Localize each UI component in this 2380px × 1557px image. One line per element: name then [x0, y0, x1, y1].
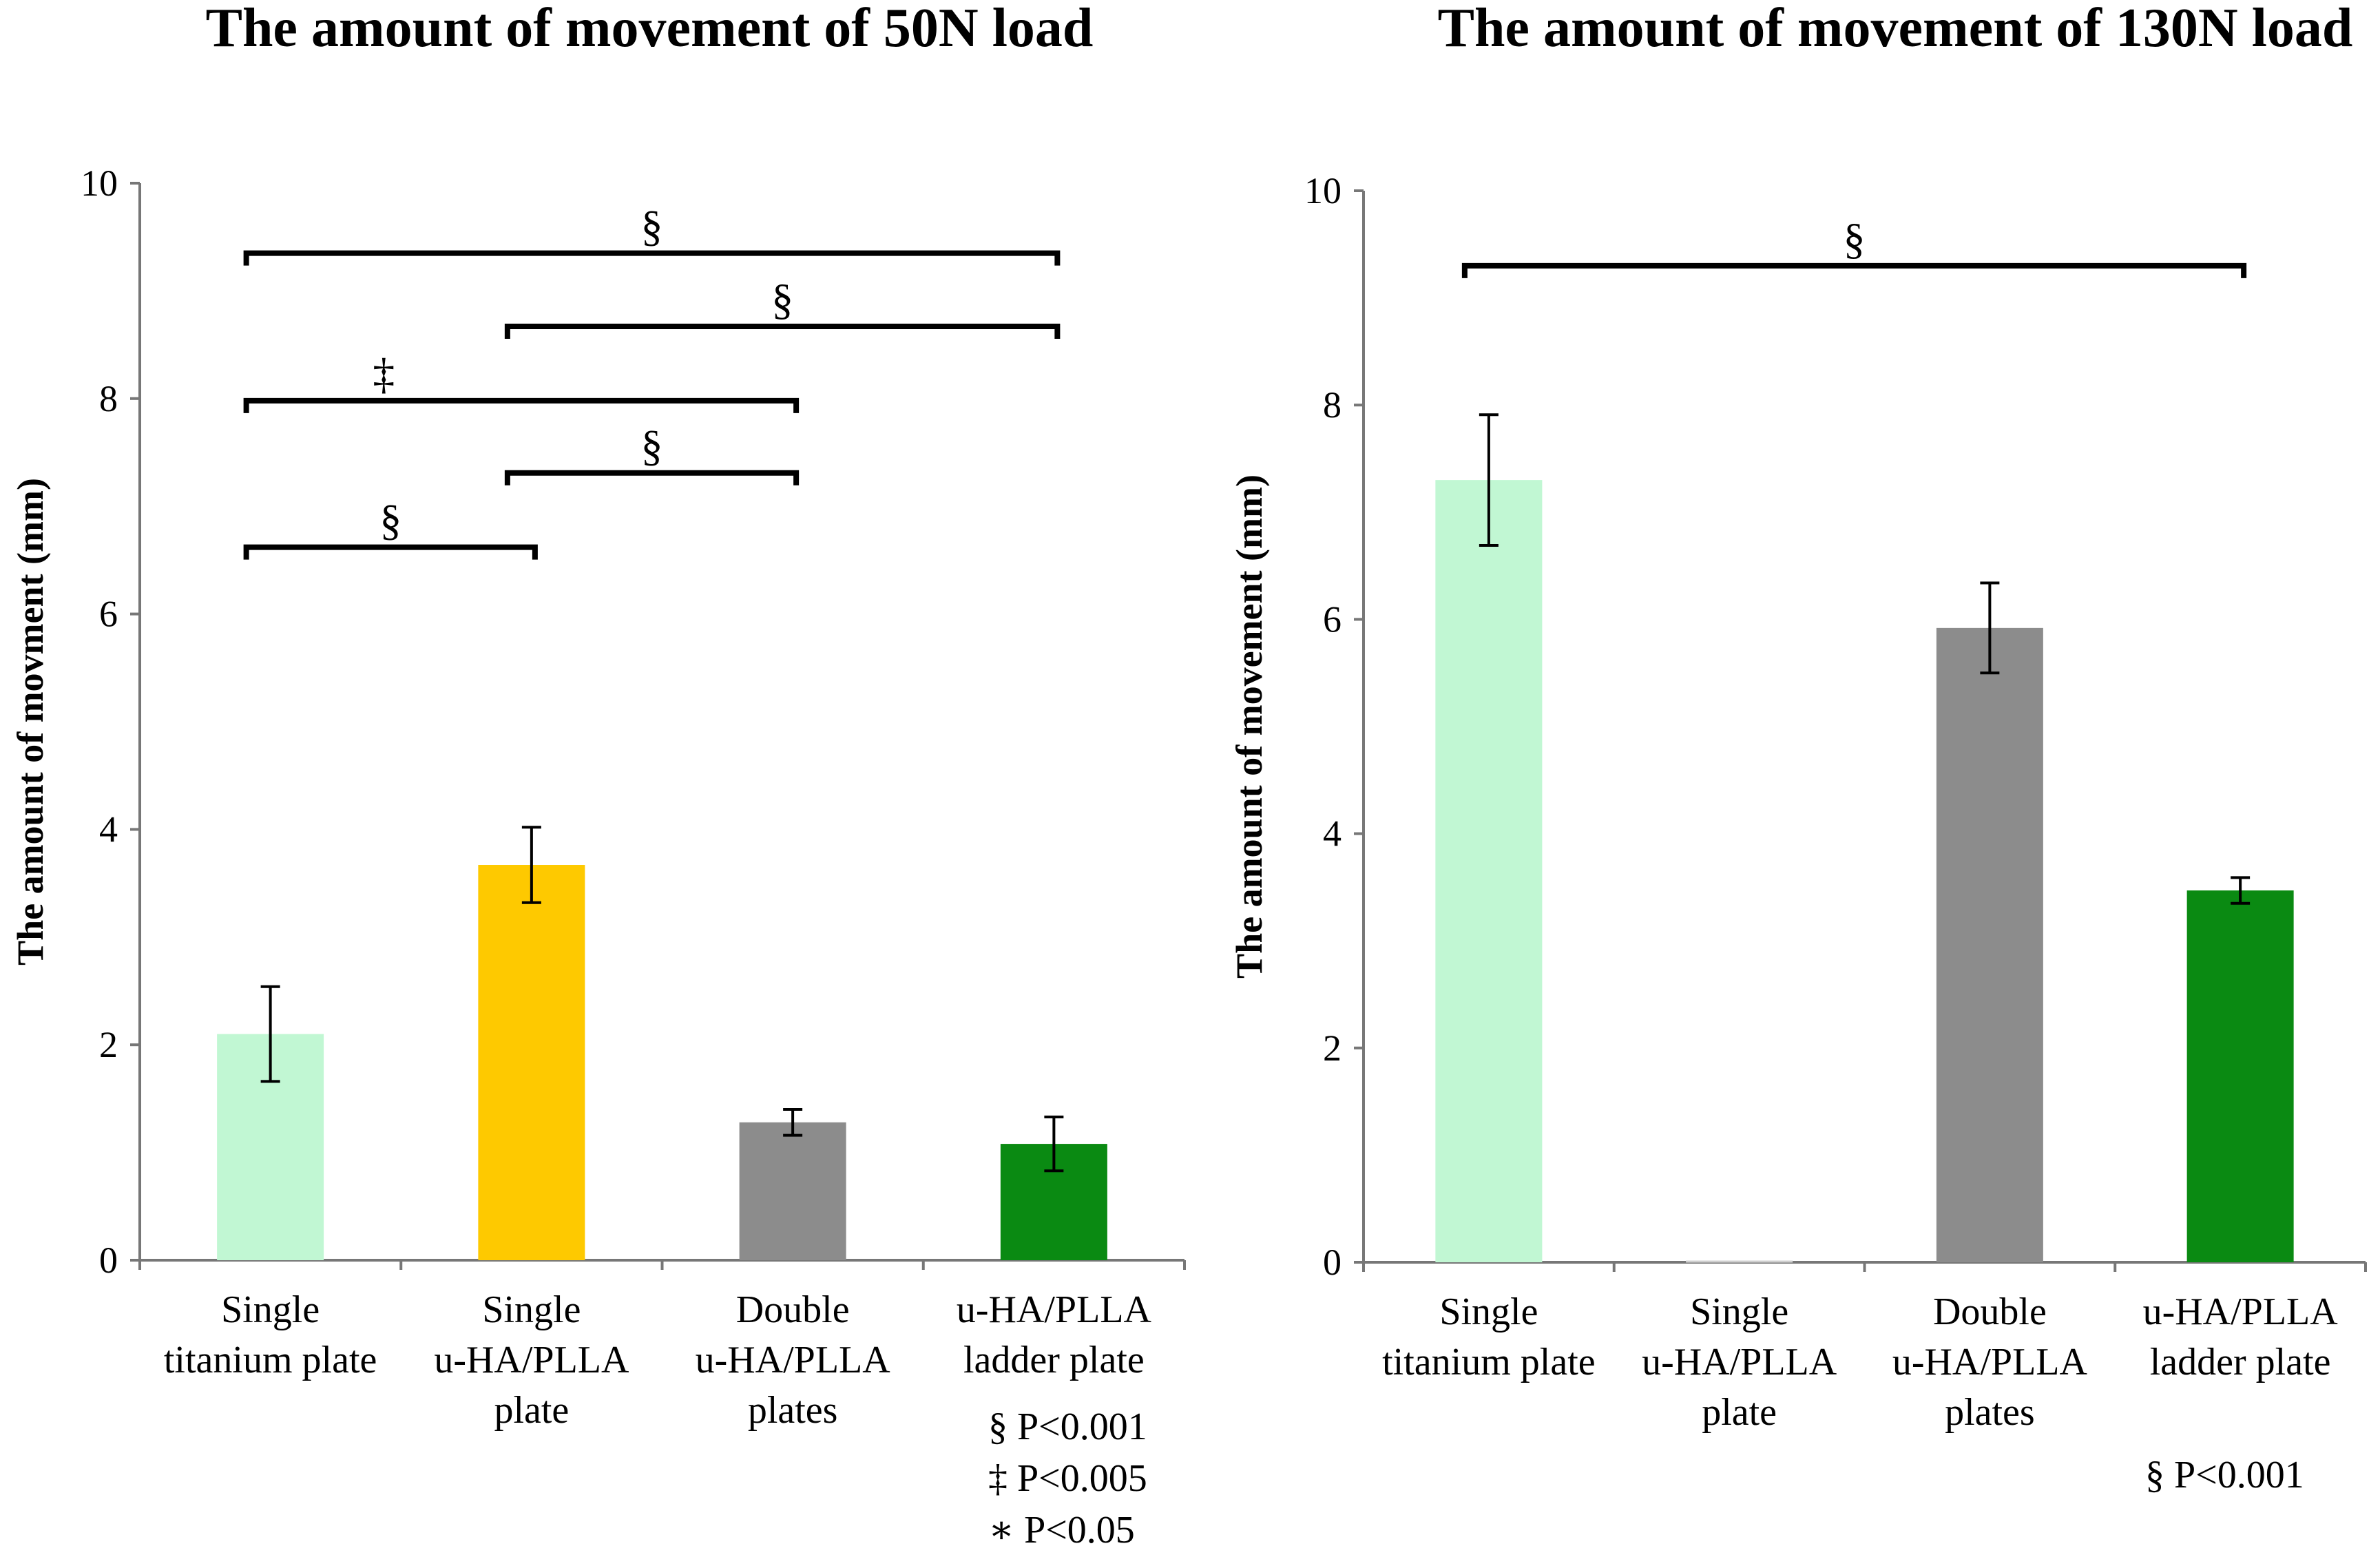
- y-tick-label: 10: [1304, 170, 1342, 211]
- significance-symbol: ‡: [373, 349, 395, 398]
- y-tick-label: 2: [99, 1024, 118, 1065]
- x-category-label: plates: [1945, 1391, 2035, 1434]
- y-tick-label: 4: [99, 808, 118, 850]
- significance-bracket: [243, 250, 1061, 266]
- significance-symbol: §: [1844, 214, 1866, 263]
- x-category-label: Single: [221, 1288, 320, 1331]
- x-category-label: plate: [1702, 1391, 1777, 1434]
- y-tick-label: 0: [1323, 1242, 1342, 1283]
- y-tick-label: 2: [1323, 1027, 1342, 1069]
- x-category-label: u-HA/PLLA: [434, 1339, 629, 1381]
- y-tick-label: 8: [99, 378, 118, 419]
- significance-legend: § P<0.001: [2145, 1454, 2304, 1496]
- significance-bracket: [504, 470, 800, 485]
- significance-bracket: [504, 324, 1061, 339]
- y-tick-label: 8: [1323, 384, 1342, 426]
- y-tick-label: 6: [1323, 598, 1342, 640]
- bar: [739, 1122, 846, 1260]
- y-tick-label: 0: [99, 1240, 118, 1281]
- significance-symbol: §: [641, 202, 663, 251]
- significance-legend: § P<0.001: [988, 1406, 1147, 1448]
- significance-symbol: §: [379, 496, 401, 545]
- x-category-label: Single: [1439, 1290, 1538, 1333]
- bar: [2186, 890, 2294, 1262]
- x-category-label: u-HA/PLLA: [1642, 1341, 1837, 1383]
- x-category-label: Double: [1933, 1290, 2047, 1333]
- bar: [1435, 480, 1543, 1262]
- significance-legend: ∗ P<0.05: [988, 1509, 1135, 1551]
- y-axis-label: The amount of movement (mm): [1229, 474, 1270, 979]
- y-tick-label: 4: [1323, 813, 1342, 855]
- bar: [478, 865, 585, 1260]
- chart-1: The amount of movement of 50N load The am…: [10, 0, 1186, 1551]
- y-tick-label: 6: [99, 594, 118, 635]
- x-category-label: ladder plate: [963, 1339, 1145, 1381]
- x-category-label: u-HA/PLLA: [957, 1288, 1152, 1331]
- significance-bracket: [243, 544, 538, 560]
- x-category-label: plate: [494, 1389, 569, 1432]
- x-category-label: u-HA/PLLA: [2143, 1290, 2339, 1333]
- x-category-label: titanium plate: [1382, 1341, 1595, 1383]
- x-category-label: Single: [482, 1288, 581, 1331]
- chart-title: The amount of movement of 50N load: [206, 0, 1094, 59]
- y-axis-label: The amount of movment (mm): [10, 478, 51, 965]
- x-category-label: u-HA/PLLA: [1892, 1341, 2088, 1383]
- significance-bracket: [1461, 262, 2247, 278]
- significance-legend: ‡ P<0.005: [988, 1457, 1147, 1500]
- x-category-label: titanium plate: [164, 1339, 377, 1381]
- chart-title: The amount of movement of 130N load: [1438, 0, 2353, 59]
- significance-bracket: [243, 397, 800, 413]
- significance-symbol: §: [771, 275, 793, 324]
- chart-2: The amount of movement of 130N load The a…: [1229, 0, 2367, 1496]
- x-category-label: plates: [748, 1389, 838, 1432]
- x-category-label: u-HA/PLLA: [696, 1339, 891, 1381]
- x-category-label: ladder plate: [2150, 1341, 2331, 1383]
- x-category-label: Single: [1690, 1290, 1788, 1333]
- significance-symbol: §: [641, 421, 663, 470]
- bar: [1936, 627, 2043, 1262]
- y-tick-label: 10: [81, 163, 118, 204]
- x-category-label: Double: [736, 1288, 850, 1331]
